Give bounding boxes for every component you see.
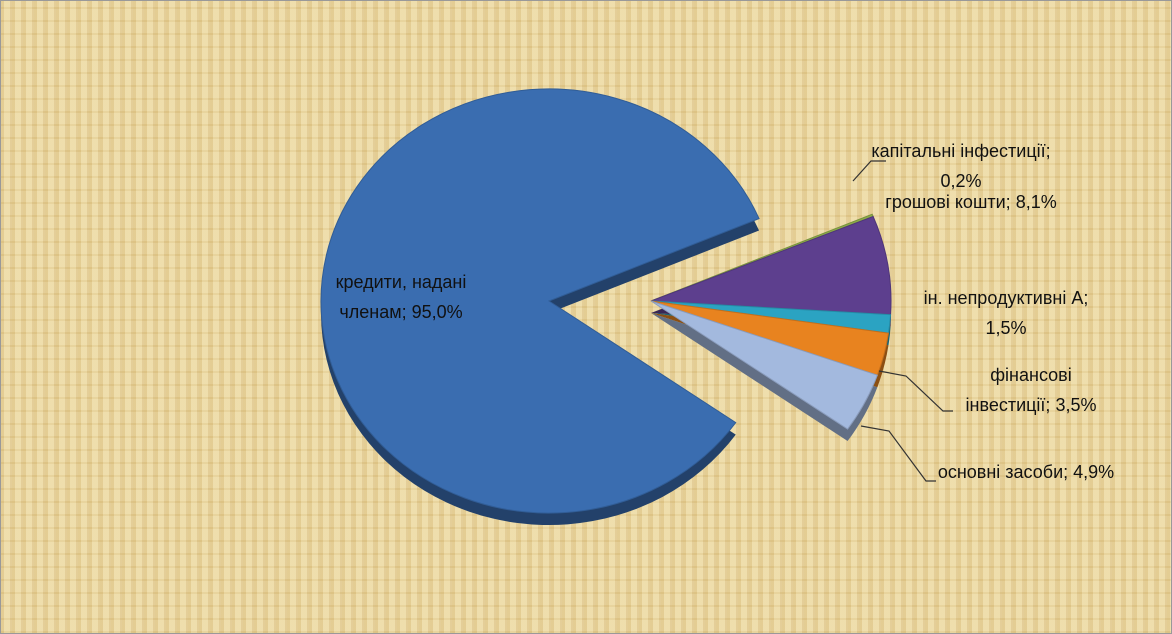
value-label: 1,5% <box>985 318 1027 338</box>
data-label: основні засоби; 4,9% <box>931 457 1121 487</box>
value-label: 95,0% <box>411 302 463 322</box>
leader-line <box>852 160 886 182</box>
slice <box>650 215 892 316</box>
value-label: 8,1% <box>1015 192 1057 212</box>
value-label: 0,2% <box>940 171 982 191</box>
data-label: кредити, надані членам; 95,0% <box>301 267 501 327</box>
leader-line <box>878 370 953 412</box>
value-label: 4,9% <box>1073 462 1115 482</box>
category-label: кредити, надані членам; <box>335 272 467 322</box>
slice <box>650 300 879 430</box>
category-label: основні засоби; <box>937 462 1069 482</box>
category-label: грошові кошти; <box>885 192 1011 212</box>
leader-line <box>860 425 936 482</box>
value-label: 3,5% <box>1055 395 1097 415</box>
category-label: фінансові інвестиції; <box>965 365 1072 415</box>
data-label: грошові кошти; 8,1% <box>876 187 1066 217</box>
data-label: фінансові інвестиції; 3,5% <box>946 360 1116 420</box>
category-label: капітальні інфестиції; <box>871 141 1051 161</box>
category-label: ін. непродуктивні А; <box>923 288 1089 308</box>
data-label: капітальні інфестиції; 0,2% <box>871 136 1051 196</box>
data-label: ін. непродуктивні А; 1,5% <box>906 283 1106 343</box>
slice <box>320 88 760 514</box>
